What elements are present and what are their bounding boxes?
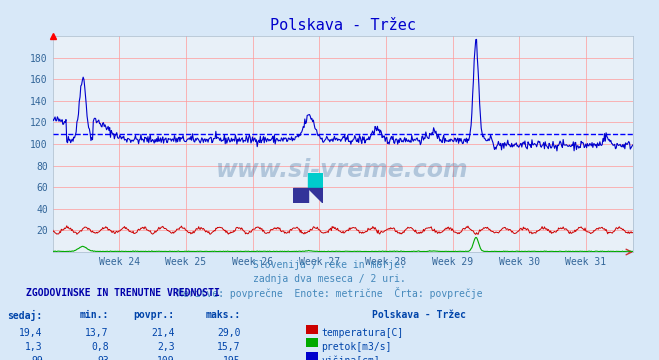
Text: 195: 195: [223, 356, 241, 360]
Text: maks.:: maks.:: [206, 310, 241, 320]
Text: 21,4: 21,4: [151, 328, 175, 338]
Text: Slovenija / reke in morje.: Slovenija / reke in morje.: [253, 260, 406, 270]
Text: 93: 93: [97, 356, 109, 360]
Polygon shape: [308, 188, 323, 203]
Text: 2,3: 2,3: [157, 342, 175, 352]
Text: zadnja dva meseca / 2 uri.: zadnja dva meseca / 2 uri.: [253, 274, 406, 284]
Polygon shape: [308, 173, 323, 188]
Text: 19,4: 19,4: [19, 328, 43, 338]
Text: 99: 99: [31, 356, 43, 360]
Text: 13,7: 13,7: [85, 328, 109, 338]
Text: temperatura[C]: temperatura[C]: [322, 328, 404, 338]
Title: Polskava - Tržec: Polskava - Tržec: [270, 18, 416, 33]
Text: višina[cm]: višina[cm]: [322, 356, 380, 360]
Text: povpr.:: povpr.:: [134, 310, 175, 320]
Text: pretok[m3/s]: pretok[m3/s]: [322, 342, 392, 352]
Text: 15,7: 15,7: [217, 342, 241, 352]
Text: 0,8: 0,8: [91, 342, 109, 352]
Text: sedaj:: sedaj:: [8, 310, 43, 321]
Text: 1,3: 1,3: [25, 342, 43, 352]
Text: min.:: min.:: [79, 310, 109, 320]
Text: www.si-vreme.com: www.si-vreme.com: [216, 158, 469, 182]
Polygon shape: [293, 188, 308, 203]
Text: Polskava - Tržec: Polskava - Tržec: [372, 310, 467, 320]
Text: 109: 109: [157, 356, 175, 360]
Text: Meritve: povprečne  Enote: metrične  Črta: povprečje: Meritve: povprečne Enote: metrične Črta:…: [177, 287, 482, 299]
Text: 29,0: 29,0: [217, 328, 241, 338]
Text: ZGODOVINSKE IN TRENUTNE VREDNOSTI: ZGODOVINSKE IN TRENUTNE VREDNOSTI: [26, 288, 220, 298]
